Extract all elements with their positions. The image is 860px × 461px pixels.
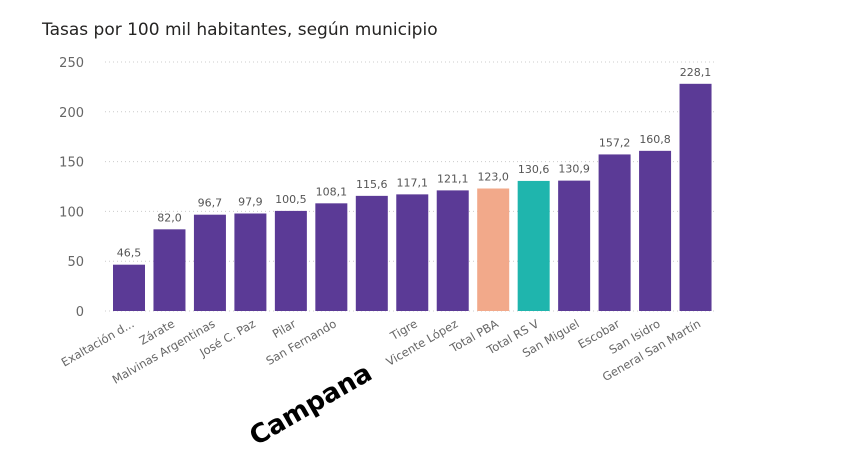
- bar: [193, 214, 226, 311]
- data-label: 100,5: [275, 193, 307, 206]
- data-label: 82,0: [157, 211, 182, 224]
- y-tick-label: 250: [59, 56, 84, 71]
- bar: [436, 190, 469, 311]
- bar: [558, 180, 591, 311]
- data-label: 157,2: [599, 136, 631, 149]
- bar: [113, 264, 145, 311]
- x-tick-label: Exaltación d...: [59, 316, 137, 369]
- bar: [315, 203, 348, 311]
- y-tick-label: 0: [76, 305, 84, 320]
- y-tick-label: 100: [59, 205, 84, 220]
- y-tick-label: 50: [67, 255, 84, 270]
- bar: [598, 154, 631, 311]
- data-label: 117,1: [397, 176, 429, 189]
- data-label: 115,6: [356, 178, 388, 191]
- bar: [234, 213, 267, 311]
- data-label: 46,5: [117, 247, 142, 260]
- bar: [517, 180, 550, 311]
- y-tick-label: 200: [59, 106, 84, 121]
- data-label: 123,0: [477, 170, 509, 183]
- data-label: 121,1: [437, 172, 469, 185]
- x-tick-label-highlighted: Campana: [245, 358, 378, 452]
- data-label: 130,6: [518, 163, 550, 176]
- x-tick-label: San Fernando: [264, 316, 339, 368]
- bar: [274, 210, 307, 311]
- bar: [153, 229, 186, 311]
- data-label: 130,9: [558, 163, 590, 176]
- chart-title: Tasas por 100 mil habitantes, según muni…: [42, 20, 438, 40]
- y-tick-label: 150: [59, 156, 84, 171]
- data-label: 96,7: [198, 197, 223, 210]
- data-label: 97,9: [238, 195, 263, 208]
- bar: [355, 195, 388, 311]
- bar: [477, 188, 510, 311]
- data-label: 160,8: [639, 133, 671, 146]
- bar: [396, 194, 429, 311]
- data-label: 108,1: [316, 185, 348, 198]
- bar: [639, 150, 672, 311]
- data-label: 228,1: [680, 66, 712, 79]
- bar: [679, 83, 712, 311]
